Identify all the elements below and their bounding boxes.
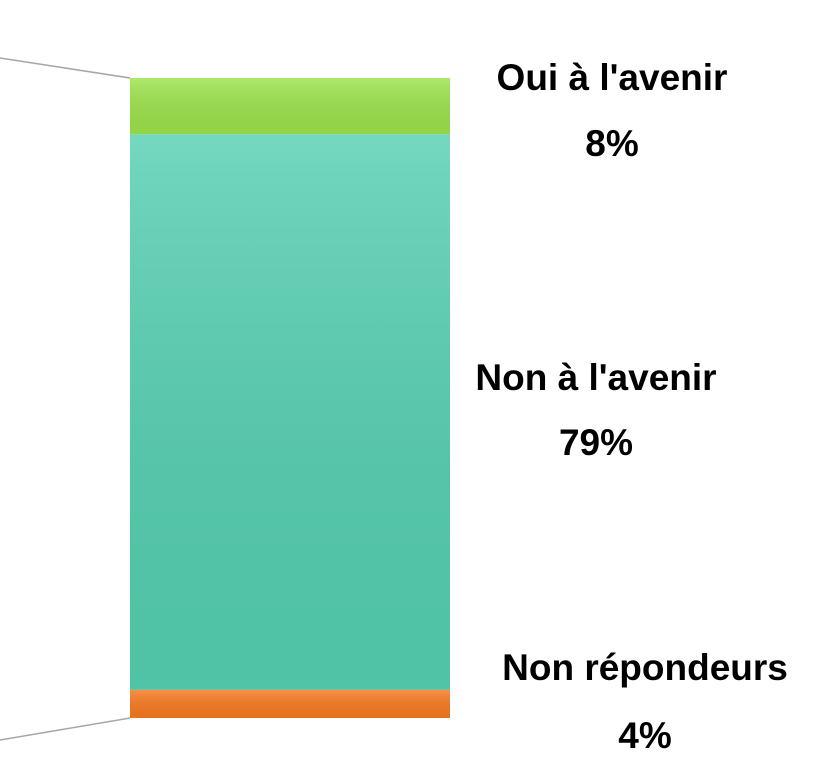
data-label-name: Non à l'avenir xyxy=(475,357,716,398)
bar-shade xyxy=(130,78,450,135)
connector-line xyxy=(0,57,131,79)
data-label-value: 79% xyxy=(559,422,633,463)
connector-line xyxy=(0,717,131,741)
data-label-value: 4% xyxy=(618,715,671,756)
bar-shade xyxy=(130,689,450,718)
data-label-value: 8% xyxy=(585,123,638,164)
data-label-name: Non répondeurs xyxy=(502,647,788,688)
data-label-name: Oui à l'avenir xyxy=(497,57,728,98)
bar-shade xyxy=(130,134,450,690)
